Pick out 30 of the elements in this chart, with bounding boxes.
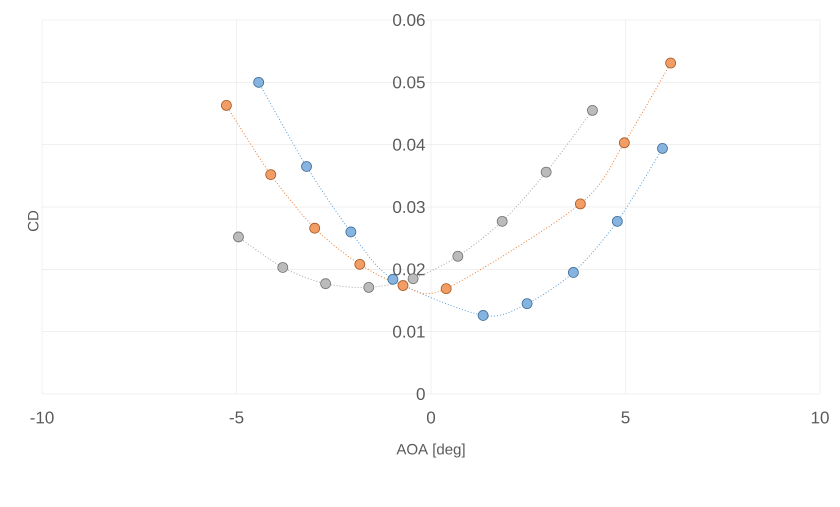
point [320, 278, 331, 290]
point [301, 161, 312, 172]
point [345, 226, 356, 238]
y-tick-label: 0.04 [393, 138, 425, 151]
x-tick-label: -5 [230, 412, 244, 424]
point [657, 143, 668, 154]
point [363, 282, 374, 293]
y-tick-label: 0.05 [393, 76, 425, 88]
point [612, 216, 623, 227]
point [496, 216, 508, 227]
point [277, 262, 288, 273]
y-tick-label: 0.06 [393, 14, 425, 26]
x-tick-label: 0 [426, 412, 436, 424]
point [522, 298, 532, 310]
x-tick-label: 10 [812, 412, 829, 424]
point [568, 267, 579, 278]
x-tick-label: 5 [621, 412, 630, 424]
point [452, 250, 464, 262]
point [540, 166, 552, 178]
point [478, 310, 489, 321]
x-tick-label: -10 [30, 412, 54, 424]
y-axis-title: CD [28, 210, 38, 232]
y-tick-label: 0.01 [393, 326, 425, 338]
y-tick-label: 0.03 [393, 200, 425, 214]
point [387, 274, 398, 285]
point [233, 232, 244, 242]
point [253, 76, 264, 88]
point [587, 104, 598, 116]
x-axis-title: AOA [deg] [396, 444, 465, 458]
y-tick-label: 0 [416, 388, 425, 400]
